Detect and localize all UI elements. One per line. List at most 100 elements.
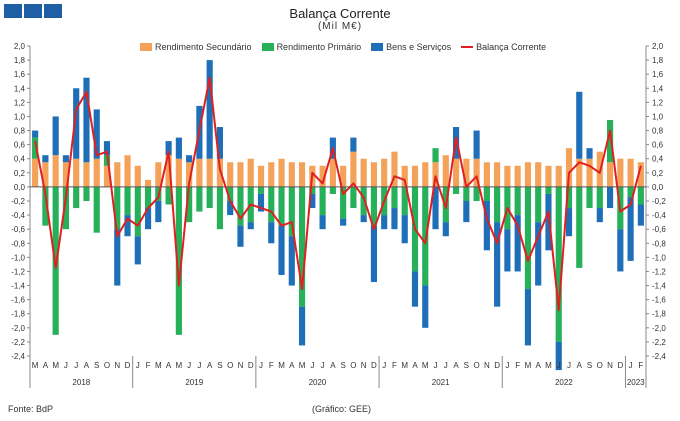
bar-bens-servicos — [555, 341, 562, 371]
x-tick-label: S — [464, 361, 469, 370]
bar-rendimento-primario — [309, 186, 316, 194]
bar-bens-servicos — [298, 306, 306, 346]
bar-rendimento-primario — [288, 186, 295, 237]
bar-rendimento-secundario — [452, 158, 460, 187]
y-tick-label-left: 0,4 — [14, 155, 26, 164]
bar-bens-servicos — [93, 109, 100, 159]
bar-bens-servicos — [62, 155, 70, 163]
bar-bens-servicos — [268, 222, 275, 244]
bar-bens-servicos — [432, 186, 439, 230]
y-tick-label-right: 1,4 — [652, 84, 664, 93]
bar-bens-servicos — [627, 197, 634, 261]
bar-rendimento-primario — [93, 186, 100, 233]
y-tick-label-right: -1,0 — [652, 253, 666, 262]
bar-bens-servicos — [124, 215, 131, 237]
legend-swatch-rendimento-primario — [261, 43, 274, 51]
y-tick-label-left: 1,6 — [14, 70, 26, 79]
x-tick-label: N — [238, 361, 244, 370]
bar-rendimento-secundario — [329, 158, 336, 187]
bar-bens-servicos — [227, 201, 234, 216]
bar-rendimento-secundario — [124, 155, 131, 187]
y-tick-label-left: 1,8 — [14, 56, 26, 65]
bar-bens-servicos — [134, 236, 141, 265]
y-tick-label-left: -0,6 — [11, 225, 25, 234]
bar-rendimento-primario — [473, 186, 480, 201]
y-tick-label-left: -1,2 — [11, 267, 25, 276]
bar-rendimento-primario — [144, 186, 152, 209]
y-tick-label-left: -1,0 — [11, 253, 25, 262]
bar-rendimento-primario — [535, 186, 542, 223]
bar-rendimento-secundario — [83, 162, 90, 187]
x-tick-label: N — [114, 361, 120, 370]
bar-bens-servicos — [278, 225, 285, 275]
bar-rendimento-secundario — [606, 162, 614, 187]
bar-rendimento-primario — [452, 186, 460, 194]
bar-rendimento-secundario — [555, 165, 562, 187]
y-tick-label-right: 2,0 — [652, 42, 664, 51]
legend-label: Balança Corrente — [476, 42, 547, 52]
x-tick-label: F — [146, 361, 151, 370]
y-tick-label-right: -0,2 — [652, 197, 666, 206]
bar-rendimento-primario — [62, 186, 70, 230]
y-tick-label-left: 0,6 — [14, 141, 26, 150]
bar-rendimento-secundario — [165, 155, 172, 187]
bar-bens-servicos — [463, 201, 470, 223]
bar-rendimento-primario — [124, 186, 131, 216]
y-tick-label-left: 0,8 — [14, 127, 26, 136]
bar-rendimento-primario — [134, 186, 141, 237]
x-tick-label: M — [278, 361, 285, 370]
bar-rendimento-secundario — [298, 162, 306, 187]
x-tick-label: S — [587, 361, 592, 370]
year-label: 2022 — [555, 378, 573, 387]
logo-block — [24, 4, 42, 18]
bar-rendimento-secundario — [504, 165, 511, 187]
x-tick-label: M — [525, 361, 532, 370]
y-tick-label-right: -1,8 — [652, 310, 666, 319]
x-tick-label: A — [453, 361, 459, 370]
x-tick-label: J — [444, 361, 448, 370]
y-tick-label-left: -2,4 — [11, 352, 25, 361]
bar-rendimento-primario — [257, 186, 265, 194]
x-tick-label: A — [330, 361, 336, 370]
bar-rendimento-secundario — [483, 162, 490, 187]
bar-rendimento-secundario — [114, 162, 121, 187]
bar-bens-servicos — [411, 271, 419, 307]
line-balanca-corrente — [34, 76, 642, 312]
bar-rendimento-secundario — [514, 165, 521, 187]
x-tick-label: S — [94, 361, 99, 370]
x-tick-label: J — [505, 361, 509, 370]
y-tick-label-left: -2,2 — [11, 338, 25, 347]
y-tick-label-right: -0,8 — [652, 239, 666, 248]
bar-rendimento-primario — [565, 186, 573, 209]
x-tick-label: J — [259, 361, 263, 370]
bar-bens-servicos — [288, 236, 295, 286]
bar-rendimento-secundario — [463, 158, 470, 187]
bar-bens-servicos — [360, 215, 367, 223]
x-tick-label: M — [52, 361, 59, 370]
y-tick-label-left: -0,2 — [11, 197, 25, 206]
bar-bens-servicos — [319, 215, 326, 230]
y-tick-label-right: -0,4 — [652, 211, 666, 220]
legend-item-rendimento-secundario: Rendimento Secundário — [140, 42, 252, 52]
bar-rendimento-secundario — [62, 162, 70, 187]
bar-bens-servicos — [155, 201, 162, 223]
bar-bens-servicos — [391, 208, 398, 230]
x-tick-label: O — [227, 361, 233, 370]
bar-bens-servicos — [83, 77, 90, 163]
y-tick-label-right: 0,4 — [652, 155, 664, 164]
source-note: Fonte: BdP — [8, 404, 54, 414]
bar-bens-servicos — [350, 137, 357, 152]
bar-bens-servicos — [504, 229, 511, 272]
bar-bens-servicos — [617, 229, 624, 272]
legend-label: Rendimento Primário — [276, 42, 362, 52]
x-tick-label: J — [567, 361, 571, 370]
bar-rendimento-secundario — [73, 158, 80, 187]
bar-rendimento-secundario — [432, 162, 439, 187]
bar-rendimento-primario — [227, 186, 234, 201]
chart-subtitle: (Mil M€) — [317, 21, 363, 32]
bar-rendimento-primario — [196, 186, 203, 212]
x-tick-label: O — [104, 361, 110, 370]
y-tick-label-left: 1,2 — [14, 98, 26, 107]
bar-rendimento-secundario — [175, 158, 182, 187]
